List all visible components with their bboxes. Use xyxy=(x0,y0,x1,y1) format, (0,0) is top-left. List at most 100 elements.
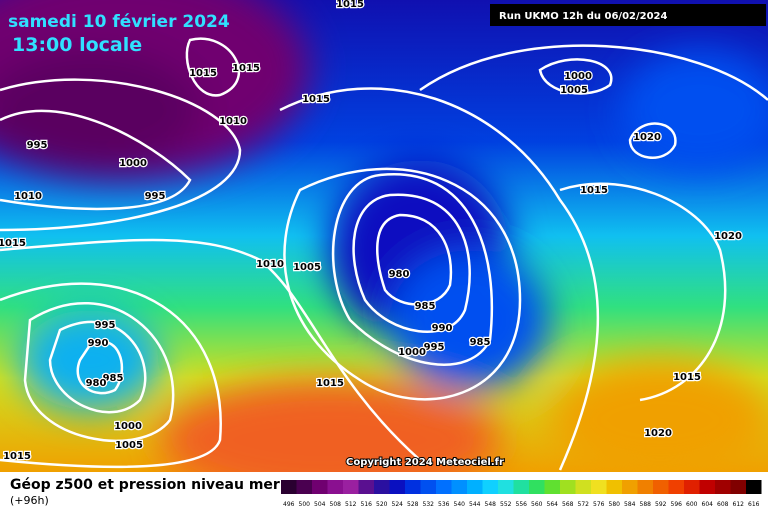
isobar-label: 1015 xyxy=(232,63,260,74)
colorbar-swatch xyxy=(513,480,529,494)
isobar-label: 985 xyxy=(103,373,124,384)
colorbar-label: 500 xyxy=(299,501,311,508)
isobar-label: 1015 xyxy=(189,68,217,79)
run: Run UKMO 12h du 06/02/2024 xyxy=(499,11,668,22)
isobar-label: 1015 xyxy=(336,0,364,10)
colorbar-swatch xyxy=(343,480,359,494)
colorbar-label: 556 xyxy=(516,501,528,508)
colorbar-swatch xyxy=(606,480,622,494)
isobar-label: 1010 xyxy=(14,191,42,202)
colorbar-swatch xyxy=(715,480,731,494)
isobar-label: 1010 xyxy=(219,116,247,127)
colorbar-label: 536 xyxy=(438,501,450,508)
isobar-label: 985 xyxy=(415,301,436,312)
isobar-label: 1005 xyxy=(293,262,321,273)
colorbar-swatch xyxy=(653,480,669,494)
colorbar-label: 512 xyxy=(345,501,357,508)
isobar-label: 1015 xyxy=(316,378,344,389)
colorbar-swatch xyxy=(327,480,343,494)
colorbar-swatch xyxy=(622,480,638,494)
colorbar-swatch xyxy=(637,480,653,494)
isobar-label: 980 xyxy=(389,269,410,280)
isobar-label: 1005 xyxy=(115,440,143,451)
date: samedi 10 février 2024 xyxy=(8,12,230,32)
isobar-label: 1020 xyxy=(714,231,742,242)
colorbar-label: 564 xyxy=(547,501,559,508)
colorbar-label: 552 xyxy=(500,501,512,508)
colorbar-label: 544 xyxy=(469,501,481,508)
isobar-label: 1015 xyxy=(302,94,330,105)
colorbar-label: 608 xyxy=(717,501,729,508)
colorbar-swatch xyxy=(575,480,591,494)
colorbar-label: 604 xyxy=(702,501,714,508)
legend-title: Géop z500 et pression niveau mer xyxy=(10,477,280,493)
colorbar-label: 592 xyxy=(655,501,667,508)
isobar-label: 1010 xyxy=(256,259,284,270)
isobar-label: 1020 xyxy=(644,428,672,439)
colorbar-swatch xyxy=(746,480,762,494)
colorbar-swatch xyxy=(498,480,514,494)
lead-time: (+96h) xyxy=(10,494,49,507)
colorbar-swatch xyxy=(730,480,746,494)
isobar-label: 1015 xyxy=(0,238,26,249)
isobar-label: 1000 xyxy=(564,71,592,82)
colorbar-swatch xyxy=(529,480,545,494)
colorbar-swatch xyxy=(374,480,390,494)
run-box xyxy=(490,4,766,26)
colorbar-swatch xyxy=(591,480,607,494)
colorbar-swatch xyxy=(544,480,560,494)
isobar-label: 995 xyxy=(145,191,166,202)
isobar-label: 1000 xyxy=(398,347,426,358)
isobar-label: 1015 xyxy=(673,372,701,383)
colorbar-label: 588 xyxy=(640,501,652,508)
colorbar-swatch xyxy=(436,480,452,494)
isobar-label: 1000 xyxy=(119,158,147,169)
isobar-label: 990 xyxy=(432,323,453,334)
colorbar-swatch xyxy=(451,480,467,494)
colorbar-label: 616 xyxy=(748,501,760,508)
colorbar-label: 496 xyxy=(283,501,295,508)
isobar-label: 995 xyxy=(95,320,116,331)
isobar-label: 985 xyxy=(470,337,491,348)
isobar-label: 1015 xyxy=(3,451,31,462)
colorbar-label: 568 xyxy=(562,501,574,508)
time: 13:00 locale xyxy=(12,34,142,56)
isobar-label: 995 xyxy=(424,342,445,353)
isobar-label: 1005 xyxy=(560,85,588,96)
colorbar-label: 516 xyxy=(361,501,373,508)
colorbar-swatch xyxy=(420,480,436,494)
colorbar-label: 548 xyxy=(485,501,497,508)
colorbar-swatch xyxy=(482,480,498,494)
colorbar-label: 520 xyxy=(376,501,388,508)
colorbar-swatch xyxy=(358,480,374,494)
colorbar-label: 612 xyxy=(733,501,745,508)
colorbar-swatch xyxy=(389,480,405,494)
colorbar-label: 584 xyxy=(624,501,636,508)
colorbar-label: 524 xyxy=(392,501,404,508)
isobar-label: 1015 xyxy=(580,185,608,196)
colorbar-swatch xyxy=(467,480,483,494)
colorbar-swatch xyxy=(296,480,312,494)
colorbar-label: 596 xyxy=(671,501,683,508)
colorbar-label: 560 xyxy=(531,501,543,508)
isobars xyxy=(0,37,768,471)
isobar-label: 990 xyxy=(88,338,109,349)
colorbar-label: 508 xyxy=(330,501,342,508)
isobar-label: 1020 xyxy=(633,132,661,143)
copyright: Copyright 2024 Meteociel.fr xyxy=(346,457,504,468)
colorbar-label: 572 xyxy=(578,501,590,508)
colorbar-label: 580 xyxy=(609,501,621,508)
colorbar-label: 540 xyxy=(454,501,466,508)
colorbar-swatch xyxy=(699,480,715,494)
isobar-label: 980 xyxy=(86,378,107,389)
colorbar-label: 576 xyxy=(593,501,605,508)
colorbar-label: 600 xyxy=(686,501,698,508)
colorbar-label: 504 xyxy=(314,501,326,508)
colorbar-swatch xyxy=(405,480,421,494)
colorbar-label: 532 xyxy=(423,501,435,508)
colorbar-swatch xyxy=(684,480,700,494)
isobar-label: 995 xyxy=(27,140,48,151)
colorbar-swatch xyxy=(560,480,576,494)
colorbar-swatch xyxy=(668,480,684,494)
